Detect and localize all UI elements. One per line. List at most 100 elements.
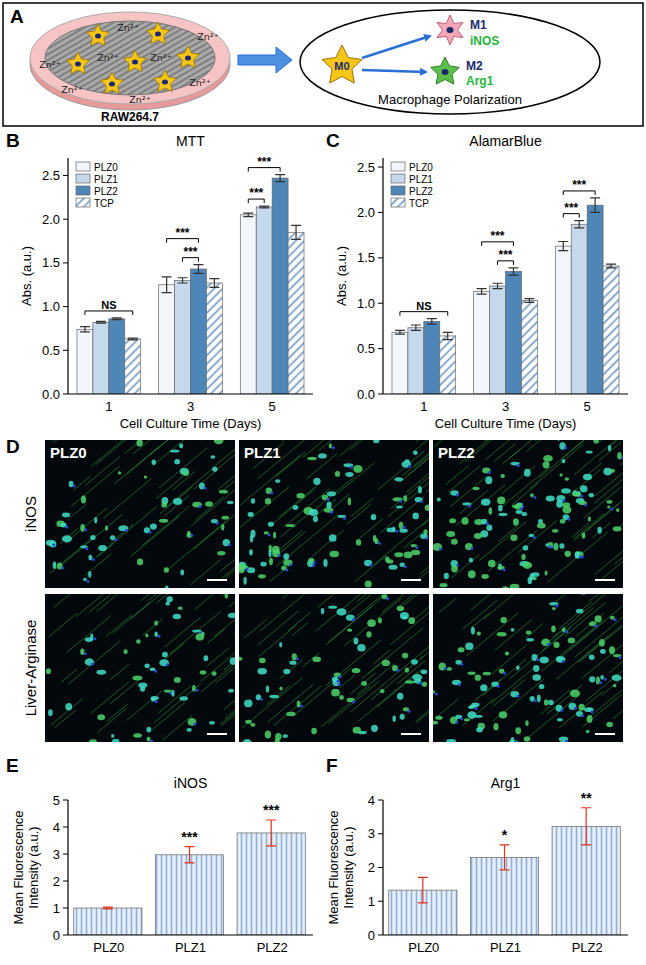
stained-cell xyxy=(411,550,420,556)
stained-cell xyxy=(337,608,347,615)
nucleus-stain xyxy=(148,531,151,534)
stained-cell xyxy=(465,543,473,550)
stained-cell xyxy=(96,670,106,675)
x-tick-label: 1 xyxy=(420,399,427,414)
chart-title: iNOS xyxy=(174,775,207,791)
stained-cell xyxy=(600,649,606,654)
nucleus-stain xyxy=(420,500,423,503)
fiber xyxy=(110,680,139,704)
stained-cell xyxy=(283,734,288,738)
bar xyxy=(93,322,109,394)
fiber xyxy=(437,698,459,717)
fiber xyxy=(318,440,370,451)
stained-cell xyxy=(531,440,539,441)
error-bar xyxy=(427,319,437,324)
scale-bar xyxy=(207,579,227,581)
nucleus-stain xyxy=(460,717,463,720)
fiber xyxy=(154,684,201,723)
nucleus xyxy=(95,34,101,39)
nucleus-stain xyxy=(619,656,622,659)
stained-cell xyxy=(97,714,105,720)
nucleus-stain xyxy=(408,465,411,468)
stained-cell xyxy=(552,529,559,533)
stained-cell xyxy=(523,545,529,550)
fiber xyxy=(404,531,425,548)
nucleus-stain xyxy=(268,533,271,536)
row-label: iNOS xyxy=(22,496,39,532)
stained-cell xyxy=(562,506,571,513)
stained-cell xyxy=(132,675,142,680)
fiber xyxy=(156,594,215,603)
legend-swatch xyxy=(76,186,90,195)
stained-cell xyxy=(439,662,446,670)
error-bar xyxy=(418,877,428,903)
panel-letter: D xyxy=(6,436,20,457)
nucleus-stain xyxy=(150,740,153,742)
stained-cell xyxy=(46,540,56,546)
stained-cell xyxy=(161,502,167,508)
y-tick-label: 2.0 xyxy=(42,212,60,227)
y-tick xyxy=(378,800,383,801)
nucleus xyxy=(162,80,168,85)
stained-cell xyxy=(329,443,332,448)
stained-cell xyxy=(481,498,491,505)
stained-cell xyxy=(214,440,224,444)
nucleus-stain xyxy=(547,643,550,646)
stained-cell xyxy=(498,505,503,512)
stained-cell xyxy=(595,615,602,622)
fiber xyxy=(51,698,83,724)
fiber xyxy=(494,444,516,462)
y-tick-label: 0.5 xyxy=(357,341,375,356)
nucleus-stain xyxy=(260,698,263,701)
stained-cell xyxy=(210,455,215,459)
stained-cell xyxy=(556,705,563,712)
nucleus-stain xyxy=(408,710,411,713)
stained-cell xyxy=(597,527,601,534)
y-tick xyxy=(63,854,68,855)
stained-cell xyxy=(268,522,274,527)
significance-label: *** xyxy=(249,186,263,200)
fiber xyxy=(484,594,515,618)
bar xyxy=(490,286,506,394)
nucleus-stain xyxy=(352,618,355,621)
y-tick xyxy=(378,257,383,258)
stained-cell xyxy=(541,639,550,647)
fiber xyxy=(166,521,227,571)
y-tick-label: 2 xyxy=(368,860,375,875)
nucleus-stain xyxy=(435,692,438,695)
nucleus-stain xyxy=(350,466,353,469)
stained-cell xyxy=(473,487,480,490)
fiber xyxy=(355,555,387,582)
fiber xyxy=(127,452,153,474)
stained-cell xyxy=(556,500,563,507)
stained-cell xyxy=(497,497,505,505)
stained-cell xyxy=(464,718,470,721)
fiber xyxy=(131,516,180,557)
stained-cell xyxy=(451,539,458,545)
dish xyxy=(30,12,230,104)
scale-bar xyxy=(595,733,615,735)
stained-cell xyxy=(526,638,534,642)
caption: Macrophage Polarization xyxy=(378,92,522,107)
stained-cell xyxy=(497,632,507,637)
nucleus-stain xyxy=(326,498,329,501)
significance-label: * xyxy=(502,827,508,843)
y-axis-title: Abs. (a.u.) xyxy=(19,246,34,306)
stained-cell xyxy=(88,571,91,578)
bar xyxy=(237,833,305,935)
stained-cell xyxy=(451,565,458,572)
nucleus-stain xyxy=(426,537,429,540)
significance-label: *** xyxy=(257,155,271,169)
legend-label: PLZ0 xyxy=(94,162,118,173)
stained-cell xyxy=(380,689,385,693)
stained-cell xyxy=(569,703,577,710)
fiber xyxy=(274,686,322,726)
stained-cell xyxy=(329,534,337,542)
nucleus-stain xyxy=(486,522,489,525)
nucleus-stain xyxy=(533,536,536,539)
bar xyxy=(256,207,272,394)
stained-cell xyxy=(575,551,583,558)
arrow xyxy=(362,70,426,72)
stained-cell xyxy=(312,656,321,662)
fiber xyxy=(240,455,301,506)
